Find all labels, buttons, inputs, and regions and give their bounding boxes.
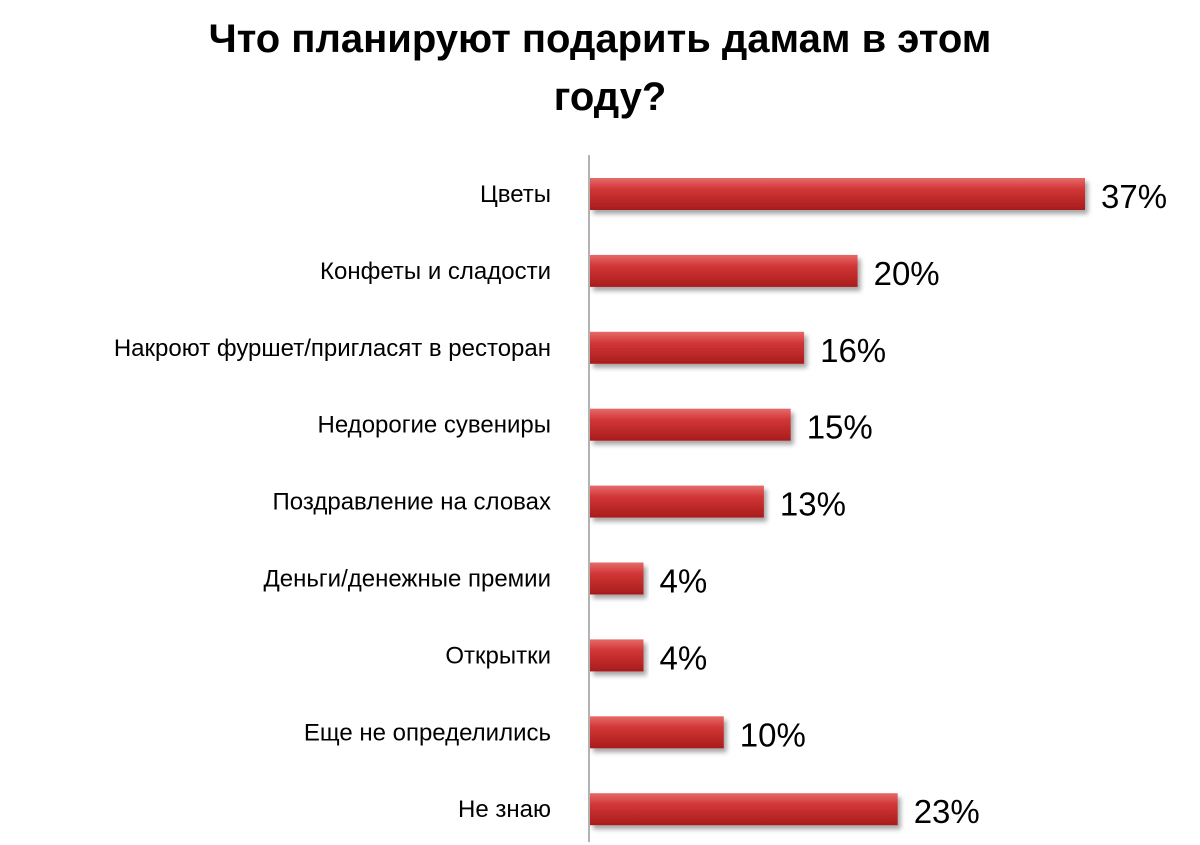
value-label: 23% xyxy=(914,793,980,830)
bar xyxy=(590,331,805,364)
bar xyxy=(590,408,791,441)
bar xyxy=(590,485,764,518)
category-label: Деньги/денежные премии xyxy=(264,566,551,593)
bar xyxy=(590,562,644,595)
chart-title-line-2: году? xyxy=(553,75,667,119)
chart-title-line-1: Что планируют подарить дамам в этом xyxy=(208,17,992,61)
value-label: 4% xyxy=(660,639,708,676)
category-label: Цветы xyxy=(480,181,551,208)
value-labels-group: 37% 20% 16% 15% 13% 4% 4% 10% 23% xyxy=(660,178,1168,830)
value-label: 10% xyxy=(740,716,806,753)
category-label: Поздравление на словах xyxy=(273,489,551,516)
value-label: 20% xyxy=(874,255,940,292)
chart-title: Что планируют подарить дамам в этом году… xyxy=(0,10,1200,126)
category-label: Не знаю xyxy=(458,796,551,823)
category-labels-group: Цветы Конфеты и сладости Накроют фуршет/пр… xyxy=(114,181,551,823)
value-label: 37% xyxy=(1101,178,1167,215)
bar xyxy=(590,639,644,672)
category-label: Открытки xyxy=(445,642,551,669)
value-label: 16% xyxy=(820,332,886,369)
bar xyxy=(590,793,898,826)
category-label: Конфеты и сладости xyxy=(320,258,551,285)
bar xyxy=(590,254,858,287)
value-label: 4% xyxy=(660,563,708,600)
bars-group xyxy=(590,178,1085,826)
bar xyxy=(590,716,724,749)
category-label: Еще не определились xyxy=(304,719,551,746)
category-label: Накроют фуршет/пригласят в ресторан xyxy=(114,335,551,362)
value-label: 13% xyxy=(780,486,846,523)
bar xyxy=(590,178,1085,210)
value-label: 15% xyxy=(807,409,873,446)
category-label: Недорогие сувениры xyxy=(318,412,551,439)
